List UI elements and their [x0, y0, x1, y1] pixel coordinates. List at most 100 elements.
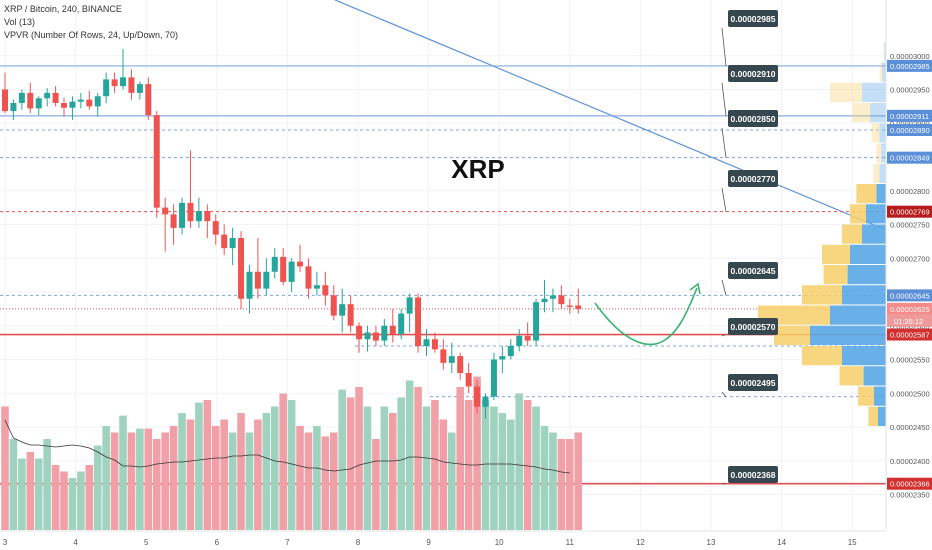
countdown-label: 01:35:12: [894, 317, 923, 326]
time-tick-label: 9: [426, 538, 431, 547]
candle-body: [305, 266, 312, 289]
volume-bar: [60, 471, 68, 530]
candle-body: [221, 234, 228, 249]
callout-box: [728, 10, 778, 27]
callout-pointer: [721, 334, 727, 337]
candle-body: [465, 373, 472, 387]
volume-bar: [178, 413, 186, 530]
candle-body: [18, 92, 25, 103]
volume-bar: [77, 471, 85, 530]
vp-up-bar: [847, 265, 886, 285]
volume-bar: [540, 426, 549, 530]
volume-bar: [566, 439, 574, 530]
vp-down-bar: [842, 224, 862, 244]
candle-body: [271, 256, 278, 272]
volume-bars: [1, 376, 583, 530]
candle-body: [212, 221, 219, 235]
price-tick-label: 0.00002950: [890, 86, 930, 95]
volume-bar: [102, 426, 110, 530]
callout-pointer: [721, 187, 727, 212]
candle-body: [179, 202, 186, 228]
price-tick-label: 0.00002350: [890, 491, 930, 500]
callout-box: [728, 262, 778, 279]
candle-body: [440, 349, 447, 363]
descending-trendline: [334, 0, 887, 231]
candle-body: [533, 302, 540, 341]
candle-body: [10, 103, 17, 112]
vp-down-bar: [823, 265, 848, 285]
volume-bar: [1, 406, 9, 530]
callout-label: 0.00002910: [731, 69, 776, 79]
price-level-tag-label: 0.00002366: [890, 480, 930, 489]
volume-bar: [557, 439, 566, 530]
price-level-tag: [887, 205, 932, 218]
price-tick-label: 0.00002900: [890, 119, 930, 128]
price-level-tag: [887, 302, 932, 315]
volume-bar: [245, 432, 254, 530]
volume-bar: [93, 445, 102, 530]
countdown-tag: [887, 314, 932, 327]
candle-body: [549, 295, 556, 299]
candle-body: [69, 101, 76, 108]
volume-bar: [498, 413, 507, 530]
volume-bar: [169, 426, 178, 530]
candle-body: [263, 271, 270, 289]
vp-up-bar: [863, 366, 886, 386]
candle-body: [558, 295, 565, 305]
volume-bar: [473, 376, 481, 530]
vp-up-bar: [882, 62, 886, 82]
callout-pointer: [721, 391, 727, 397]
vp-down-bar: [852, 103, 870, 123]
candle-body: [297, 261, 304, 267]
volume-bar: [262, 413, 271, 530]
volume-bar: [195, 402, 203, 530]
volume-bar: [203, 400, 212, 530]
candle-body: [280, 256, 287, 282]
price-level-tag: [887, 109, 932, 122]
vp-up-bar: [866, 204, 886, 224]
volume-bar: [144, 428, 153, 530]
vp-down-bar: [856, 184, 877, 204]
time-tick-label: 8: [356, 538, 361, 547]
candle-body: [474, 386, 481, 407]
candle-body: [120, 77, 127, 87]
vp-up-bar: [862, 224, 886, 244]
volume-bar: [152, 439, 161, 530]
time-tick-label: 10: [495, 538, 504, 547]
vp-up-bar: [870, 103, 886, 123]
vp-down-bar: [868, 406, 878, 426]
candle-body: [52, 92, 59, 103]
candle-body: [246, 271, 253, 299]
vp-up-bar: [830, 305, 886, 325]
time-tick-label: 11: [566, 538, 575, 547]
candle-body: [372, 332, 379, 341]
volume-bar: [422, 406, 431, 530]
price-tick-label: 0.00002500: [890, 389, 930, 398]
volume-bar: [211, 426, 220, 530]
callout-label: 0.00002495: [731, 378, 776, 388]
candle-body: [229, 238, 236, 249]
candle-body: [499, 356, 506, 360]
price-level-tag-label: 0.00002625: [890, 305, 930, 314]
candle-body: [566, 305, 573, 307]
volume-bar: [329, 432, 338, 530]
volume-bar: [270, 406, 279, 530]
vp-up-bar: [850, 244, 886, 264]
price-level-tag-label: 0.00002645: [890, 291, 930, 300]
price-axis: 0.000030000.000029500.000029000.00002850…: [885, 0, 932, 550]
volume-bar: [43, 439, 51, 530]
price-level-tag-label: 0.00002849: [890, 154, 930, 163]
volume-bar: [228, 432, 237, 530]
projection-arrow: [594, 282, 701, 346]
candle-body: [128, 77, 135, 93]
vp-down-bar: [830, 82, 862, 102]
candle-body: [415, 297, 422, 346]
candle-body: [254, 271, 261, 289]
legend-volume: Vol (13): [4, 17, 36, 27]
vp-up-bar: [876, 184, 886, 204]
vp-down-bar: [858, 386, 874, 406]
xrp-title-label: XRP: [451, 154, 504, 184]
price-callouts: 0.00002985 0.00002910 0.00002850 0.00002770…: [721, 10, 778, 485]
volume-bar: [380, 406, 389, 530]
